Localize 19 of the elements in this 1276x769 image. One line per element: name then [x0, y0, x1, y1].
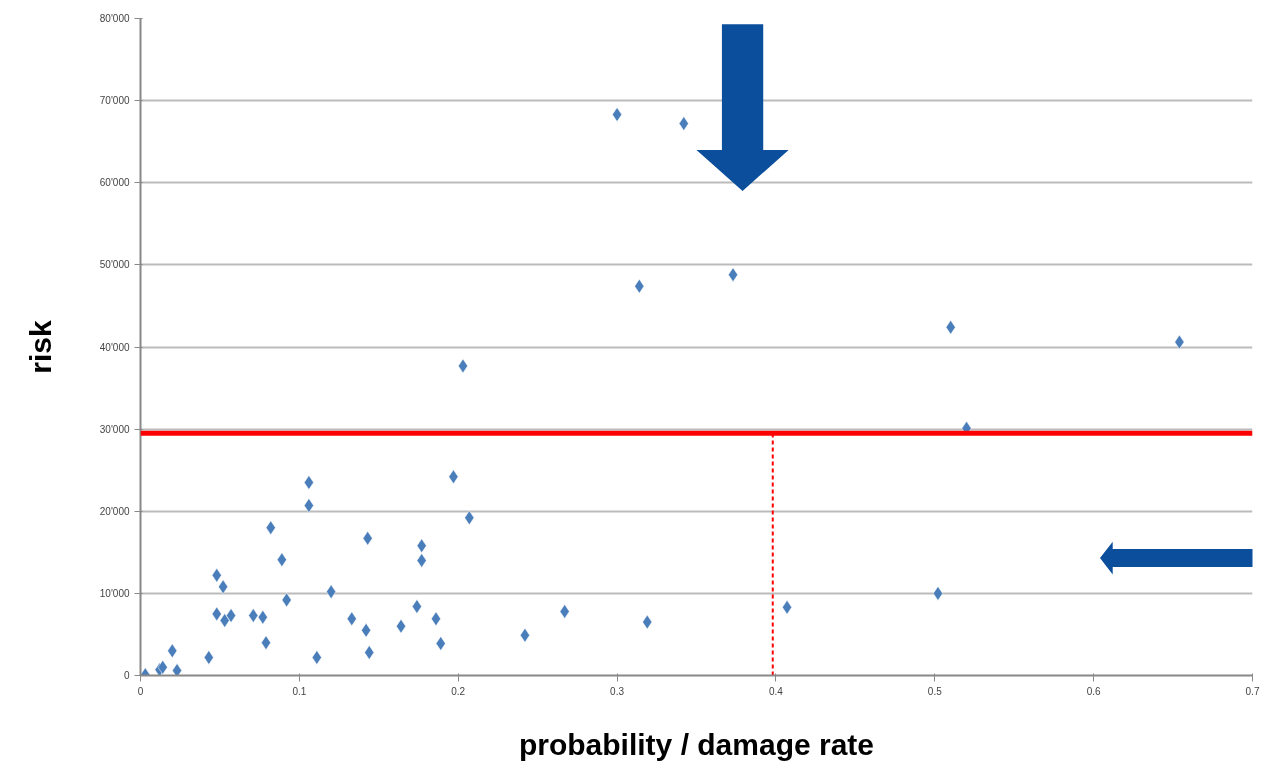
y-tick-label: 20'000	[99, 505, 130, 517]
y-tick-label: 80'000	[99, 13, 130, 24]
y-tick-label: 30'000	[99, 423, 130, 435]
x-tick-label: 0	[137, 685, 144, 697]
x-tick-label: 0.3	[610, 685, 625, 697]
y-tick-label: 40'000	[99, 341, 130, 353]
x-tick-label: 0.7	[1245, 685, 1260, 697]
y-tick-label: 70'000	[99, 95, 130, 107]
x-tick-label: 0.1	[292, 685, 307, 697]
y-tick-label: 0	[123, 670, 130, 681]
x-tick-label: 0.5	[927, 685, 943, 697]
y-tick-label: 10'000	[99, 587, 130, 599]
x-tick-label: 0.4	[768, 685, 784, 697]
y-tick-label: 60'000	[99, 177, 130, 189]
x-tick-label: 0.2	[451, 685, 466, 697]
x-axis-title: probability / damage rate	[518, 727, 875, 761]
x-tick-label: 0.6	[1086, 685, 1102, 697]
y-axis-title: risk	[23, 320, 57, 374]
y-tick-label: 50'000	[99, 259, 130, 271]
